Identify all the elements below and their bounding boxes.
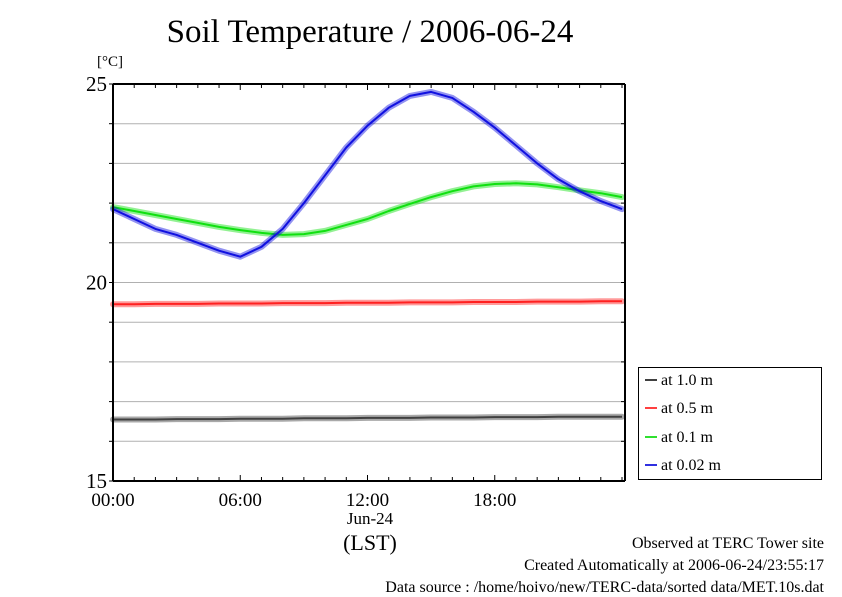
legend-swatch-002m: [645, 464, 657, 467]
y-tick-label: 25: [86, 72, 107, 96]
legend-label: at 0.1 m: [661, 429, 713, 446]
legend-label: at 0.5 m: [661, 400, 713, 417]
series-line-at-0.1-m: [112, 182, 623, 236]
y-tick-label: 20: [86, 271, 107, 295]
ticks: 15 20 25 00:00 06:00 12:00 18:00: [86, 72, 625, 511]
series-line-at-1.0-m: [113, 415, 622, 421]
legend-swatch-01m: [645, 436, 657, 439]
y-tick-label: 15: [86, 469, 107, 493]
x-tick-label: 00:00: [91, 490, 134, 511]
legend-label: at 0.02 m: [661, 457, 721, 474]
series-line-at-0.02-m: [112, 90, 623, 258]
legend: at 1.0 m at 0.5 m at 0.1 m at 0.02 m: [638, 367, 822, 480]
legend-label: at 1.0 m: [661, 372, 713, 389]
series-line-at-0.5-m: [113, 300, 622, 306]
series-lines: [110, 88, 625, 423]
series-halo-3: [110, 88, 625, 260]
legend-swatch-05m: [645, 407, 657, 410]
footer-observed: Observed at TERC Tower site: [631, 535, 824, 552]
x-tick-label: 18:00: [473, 490, 516, 511]
x-axis-date-label: Jun-24: [346, 509, 394, 528]
legend-item: at 0.5 m: [645, 399, 713, 419]
x-tick-label: 06:00: [219, 490, 262, 511]
footer-created: Created Automatically at 2006-06-24/23:5…: [524, 557, 824, 574]
legend-swatch-1m: [645, 379, 657, 382]
y-axis-unit-label: [°C]: [97, 54, 123, 70]
legend-item: at 0.02 m: [645, 456, 721, 476]
chart-title: Soil Temperature / 2006-06-24: [166, 14, 574, 50]
x-axis-title: (LST): [343, 530, 397, 555]
legend-item: at 0.1 m: [645, 428, 713, 448]
x-tick-label: 12:00: [346, 490, 389, 511]
footer-data-source: Data source : /home/hoivo/new/TERC-data/…: [385, 579, 824, 596]
series-halo-2: [110, 180, 625, 238]
legend-item: at 1.0 m: [645, 371, 713, 391]
